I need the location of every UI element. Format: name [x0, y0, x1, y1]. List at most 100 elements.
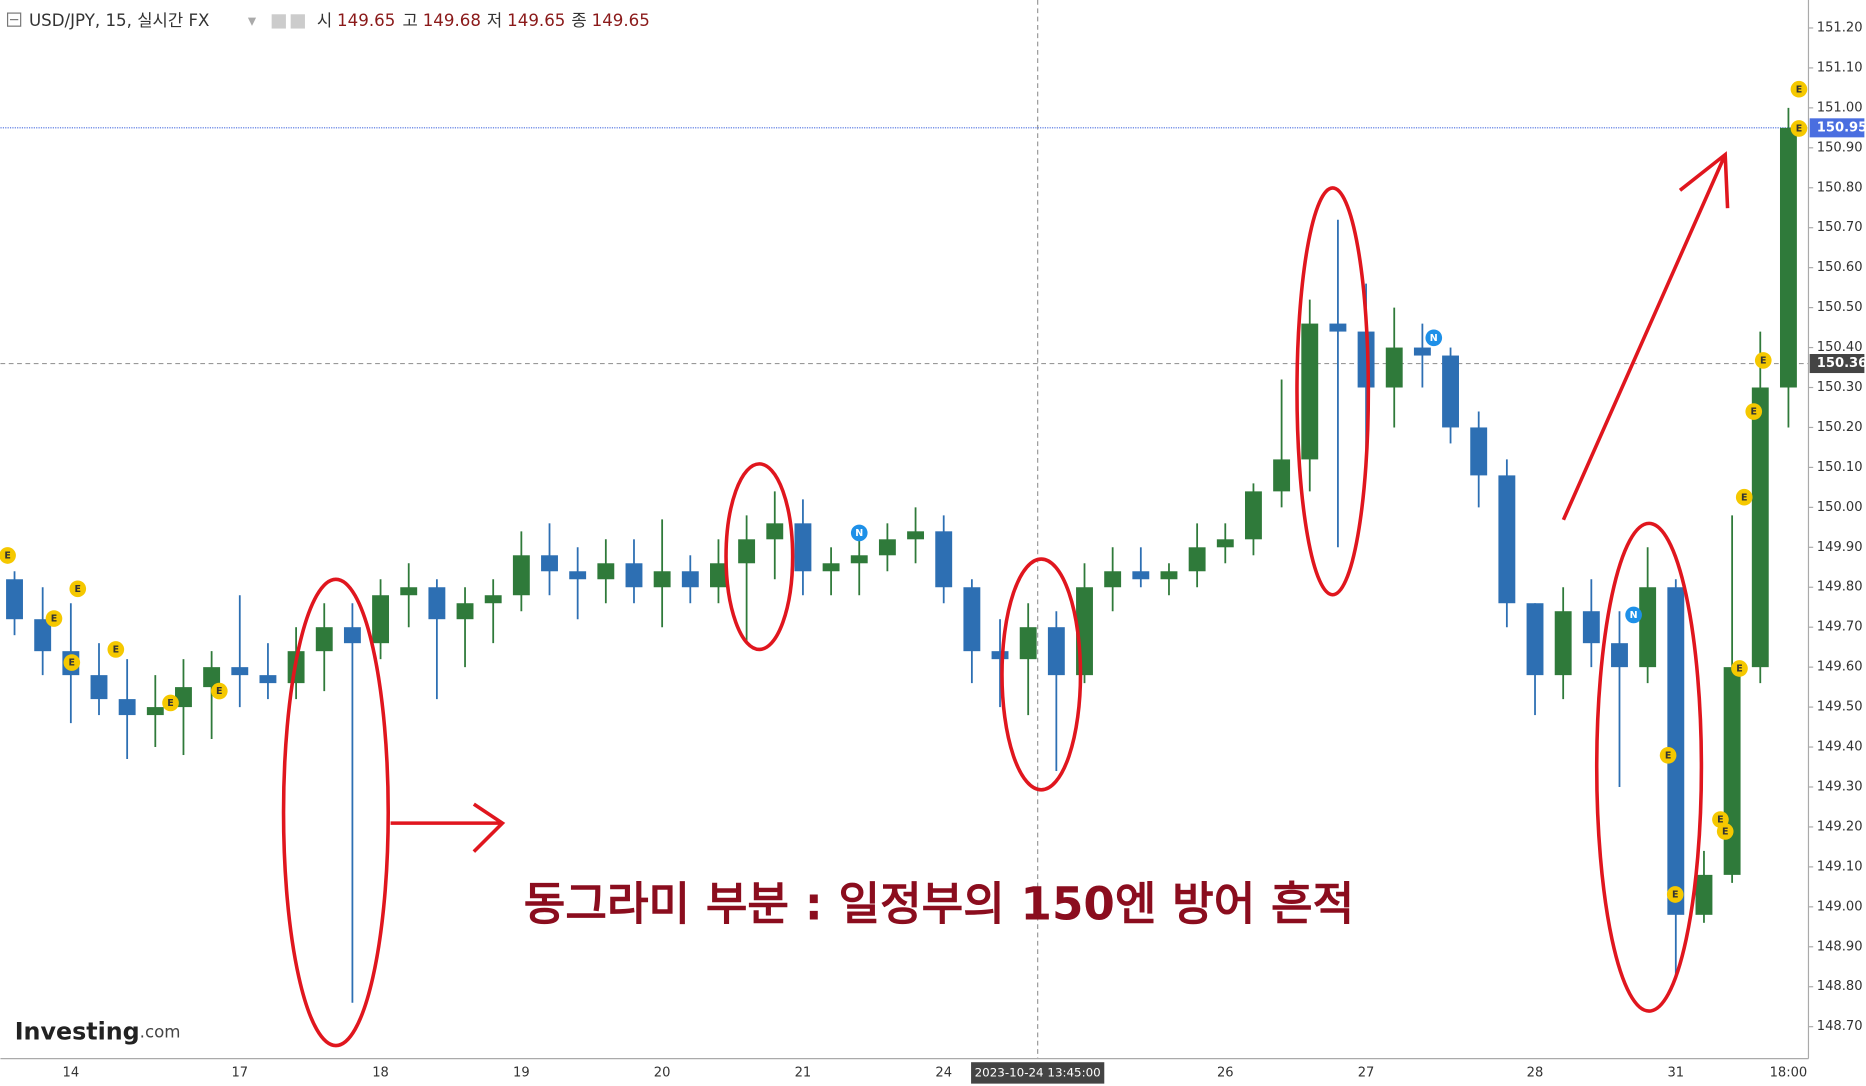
- candle-body: [1047, 627, 1065, 676]
- candle-body: [1442, 355, 1459, 428]
- y-tick-label: 149.10: [1817, 859, 1863, 874]
- event-marker-label: N: [1630, 610, 1638, 621]
- candle-body: [400, 587, 418, 596]
- candle-body: [1723, 667, 1741, 875]
- event-marker[interactable]: [1790, 80, 1808, 98]
- candle-body: [456, 603, 474, 620]
- candle-body: [259, 675, 277, 684]
- y-tick-label: 150.70: [1817, 220, 1863, 235]
- open-label: 시: [317, 11, 332, 30]
- event-marker[interactable]: [850, 524, 868, 542]
- candle-body: [569, 571, 587, 580]
- y-tick-label: 149.40: [1817, 740, 1863, 755]
- candle-body: [1357, 331, 1375, 388]
- event-marker[interactable]: [1625, 606, 1642, 624]
- x-tick-label: 14: [63, 1065, 80, 1080]
- y-tick-label: 150.90: [1817, 140, 1863, 155]
- event-marker[interactable]: [1716, 823, 1734, 840]
- candle-body: [1273, 459, 1291, 492]
- header: USD/JPY, 15, 실시간 FX ▼ 시 149.65 고 149.68 …: [6, 11, 650, 30]
- candle-body: [1611, 643, 1628, 668]
- candle-body: [1329, 323, 1347, 332]
- arrow: [1561, 151, 1730, 521]
- x-tick-label: 27: [1358, 1065, 1375, 1080]
- event-marker-label: E: [1741, 492, 1748, 503]
- event-marker-label: E: [69, 658, 76, 669]
- candle-body: [766, 523, 784, 540]
- x-tick-label: 31: [1667, 1065, 1684, 1080]
- y-tick-label: 149.00: [1817, 899, 1863, 914]
- candle-body: [1751, 387, 1769, 668]
- event-marker-label: E: [216, 686, 223, 697]
- logo-suffix: .com: [140, 1022, 181, 1041]
- event-marker-label: E: [1750, 407, 1757, 418]
- y-tick-label: 151.20: [1817, 20, 1863, 35]
- event-marker[interactable]: [63, 654, 81, 671]
- logo: Investing.com: [15, 1017, 181, 1045]
- y-tick-label: 149.70: [1817, 620, 1863, 635]
- event-marker-label: E: [4, 551, 11, 562]
- open-value: 149.65: [337, 11, 395, 30]
- event-marker-label: E: [1736, 664, 1743, 675]
- event-marker[interactable]: [1790, 120, 1808, 137]
- x-tick-label: 18: [372, 1065, 389, 1080]
- y-tick-label: 148.80: [1817, 979, 1863, 994]
- y-tick-label: 150.30: [1817, 380, 1863, 395]
- circle: [1594, 521, 1704, 1013]
- x-tick-label: 21: [795, 1065, 812, 1080]
- y-tick-label: 151.00: [1817, 100, 1863, 115]
- settings-icon[interactable]: [271, 14, 286, 29]
- candle-body: [597, 563, 615, 580]
- crosshair-price-label: 150.36: [1817, 356, 1866, 371]
- circle: [1295, 186, 1371, 597]
- candle-body: [203, 667, 221, 688]
- candle-body: [794, 523, 812, 572]
- event-marker[interactable]: [45, 610, 63, 627]
- logo-name: Investing: [15, 1017, 140, 1045]
- collapse-icon[interactable]: [6, 12, 22, 27]
- arrow: [390, 802, 506, 853]
- event-marker[interactable]: [1745, 403, 1763, 420]
- y-tick-label: 150.10: [1817, 460, 1863, 475]
- candle-body: [1779, 127, 1797, 388]
- candle-body: [1132, 571, 1150, 580]
- event-marker-label: E: [1672, 890, 1679, 901]
- x-tick-label: 19: [513, 1065, 530, 1080]
- candle-body: [822, 563, 840, 572]
- candle-body: [681, 571, 699, 588]
- candle-body: [146, 707, 164, 716]
- dropdown-caret[interactable]: ▼: [248, 14, 257, 27]
- event-marker[interactable]: [1666, 886, 1684, 903]
- event-marker[interactable]: [1425, 329, 1443, 347]
- event-marker-label: N: [1430, 333, 1438, 344]
- crosshair-time-box: [971, 1062, 1105, 1084]
- candle-body: [484, 595, 502, 604]
- event-marker[interactable]: [210, 682, 228, 700]
- y-tick-label: 150.50: [1817, 300, 1863, 315]
- event-marker-label: E: [167, 698, 174, 709]
- event-marker[interactable]: [0, 547, 16, 564]
- x-tick-label: 24: [935, 1065, 952, 1080]
- event-marker[interactable]: [1659, 746, 1677, 764]
- candle-body: [1413, 347, 1431, 356]
- candle-body: [1470, 427, 1488, 476]
- candle-body: [1188, 547, 1206, 572]
- candle-body: [1695, 874, 1713, 915]
- settings-icon[interactable]: [290, 14, 305, 29]
- candle-body: [315, 627, 333, 652]
- circle: [281, 577, 390, 1048]
- annotation-text: 동그라미 부분 : 일정부의 150엔 방어 흔적: [524, 878, 1354, 931]
- event-marker[interactable]: [69, 580, 87, 598]
- event-marker[interactable]: [1754, 352, 1772, 369]
- candle-body: [372, 595, 390, 644]
- event-marker[interactable]: [1731, 660, 1748, 677]
- crosshair-price-box: [1809, 354, 1865, 374]
- event-marker[interactable]: [1735, 488, 1753, 506]
- candle-body: [1104, 571, 1122, 588]
- candle-body: [1019, 627, 1037, 660]
- event-marker[interactable]: [107, 641, 125, 658]
- event-marker[interactable]: [162, 694, 179, 712]
